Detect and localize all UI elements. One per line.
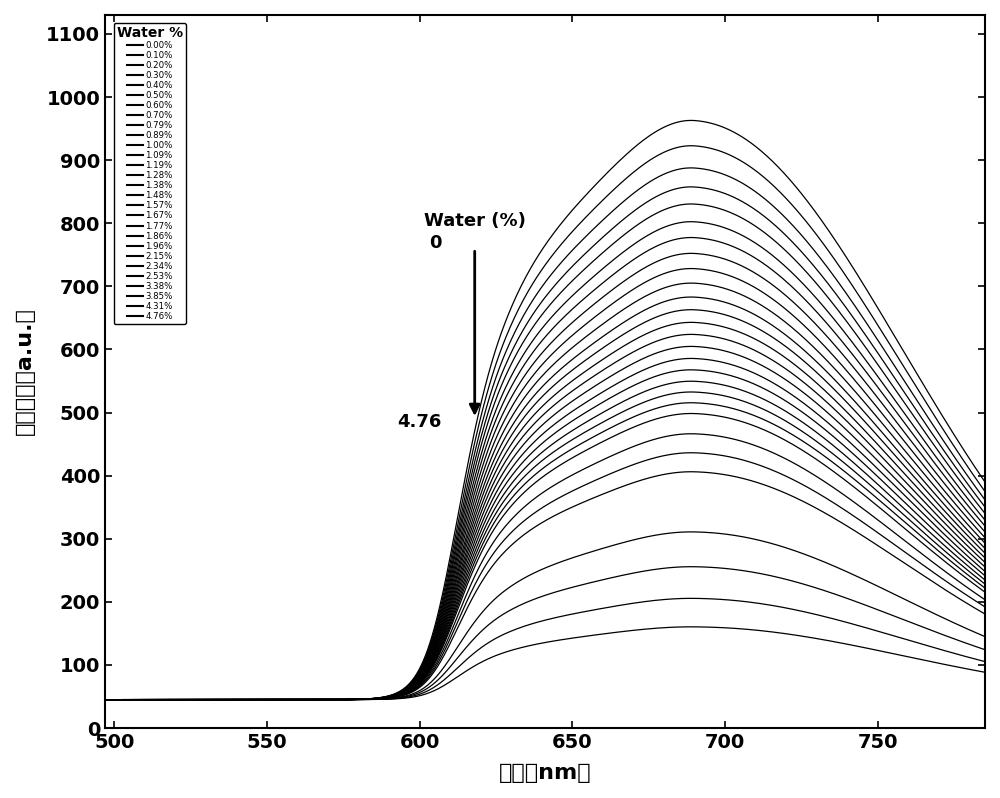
Text: 0: 0 bbox=[429, 234, 441, 251]
Y-axis label: 荧光强度（a.u.）: 荧光强度（a.u.） bbox=[15, 307, 35, 436]
Text: Water (%): Water (%) bbox=[424, 211, 526, 230]
Legend: 0.00%, 0.10%, 0.20%, 0.30%, 0.40%, 0.50%, 0.60%, 0.70%, 0.79%, 0.89%, 1.00%, 1.0: 0.00%, 0.10%, 0.20%, 0.30%, 0.40%, 0.50%… bbox=[114, 23, 186, 324]
Text: 4.76: 4.76 bbox=[398, 413, 442, 431]
X-axis label: 波长（nm）: 波长（nm） bbox=[499, 763, 591, 783]
